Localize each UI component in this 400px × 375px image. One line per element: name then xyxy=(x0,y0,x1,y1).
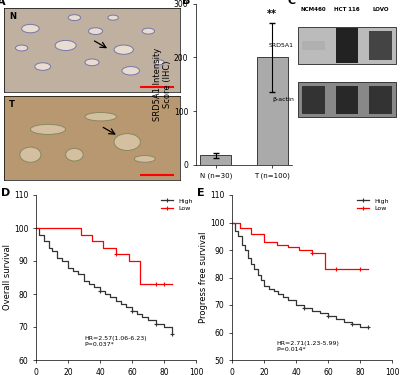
Text: T: T xyxy=(9,100,15,109)
Bar xyxy=(370,32,392,60)
Legend: High, Low: High, Low xyxy=(357,198,389,211)
Ellipse shape xyxy=(20,147,41,162)
Text: **: ** xyxy=(267,9,277,19)
Ellipse shape xyxy=(114,45,133,54)
Bar xyxy=(257,57,288,165)
Ellipse shape xyxy=(85,112,117,121)
Y-axis label: Progress free survival: Progress free survival xyxy=(200,232,208,323)
Ellipse shape xyxy=(55,40,76,51)
Text: D: D xyxy=(1,188,10,198)
Ellipse shape xyxy=(68,15,80,21)
Text: HR=2.71(1.23-5.99)
P=0.014*: HR=2.71(1.23-5.99) P=0.014* xyxy=(277,341,340,352)
Bar xyxy=(302,86,324,114)
Text: A: A xyxy=(0,0,6,8)
Text: NCM460: NCM460 xyxy=(300,7,326,12)
Ellipse shape xyxy=(30,124,66,135)
Legend: High, Low: High, Low xyxy=(161,198,193,211)
Ellipse shape xyxy=(114,134,140,150)
Bar xyxy=(336,28,358,63)
Bar xyxy=(298,82,396,117)
Text: β-actin: β-actin xyxy=(272,98,294,102)
Text: HCT 116: HCT 116 xyxy=(334,7,360,12)
Ellipse shape xyxy=(85,59,99,66)
Ellipse shape xyxy=(88,28,102,34)
Text: C: C xyxy=(288,0,296,6)
Text: N: N xyxy=(9,12,16,21)
Bar xyxy=(370,86,392,114)
Text: HR=2.57(1.06-6.23)
P=0.037*: HR=2.57(1.06-6.23) P=0.037* xyxy=(84,336,147,347)
Y-axis label: SRD5A1 Intensity
Score (IHC): SRD5A1 Intensity Score (IHC) xyxy=(153,48,172,121)
Ellipse shape xyxy=(35,63,51,70)
Y-axis label: Overall survival: Overall survival xyxy=(4,244,12,310)
Ellipse shape xyxy=(66,148,83,161)
Bar xyxy=(298,27,396,64)
Ellipse shape xyxy=(108,15,118,20)
Ellipse shape xyxy=(142,28,154,34)
Ellipse shape xyxy=(134,156,155,162)
Text: B: B xyxy=(182,0,190,6)
Text: LOVO: LOVO xyxy=(372,7,389,12)
Bar xyxy=(302,41,324,50)
Text: E: E xyxy=(197,188,204,198)
Bar xyxy=(200,155,231,165)
Ellipse shape xyxy=(122,67,140,75)
Ellipse shape xyxy=(22,24,39,33)
Ellipse shape xyxy=(16,45,28,51)
Text: SRD5A1: SRD5A1 xyxy=(269,43,294,48)
Ellipse shape xyxy=(154,60,164,65)
Bar xyxy=(336,86,358,114)
